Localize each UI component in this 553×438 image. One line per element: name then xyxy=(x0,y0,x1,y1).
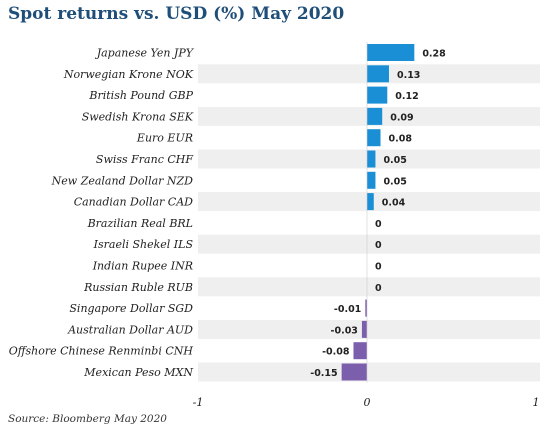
category-label: Singapore Dollar SGD xyxy=(69,302,193,315)
category-label: Offshore Chinese Renminbi CNH xyxy=(9,345,194,358)
bar xyxy=(365,299,367,317)
value-label: 0.28 xyxy=(422,49,446,60)
category-labels: Japanese Yen JPY Norwegian Krone NOK Briti… xyxy=(9,47,195,380)
category-label: Euro EUR xyxy=(136,132,193,145)
value-label: -0.01 xyxy=(334,304,361,315)
bar xyxy=(353,342,367,360)
value-label: 0 xyxy=(375,240,382,251)
category-label: Brazilian Real BRL xyxy=(87,217,193,230)
row-band xyxy=(198,277,540,297)
value-label: 0 xyxy=(375,283,382,294)
value-label: 0.05 xyxy=(383,176,406,187)
source-note: Source: Bloomberg May 2020 xyxy=(8,413,167,425)
category-label: Swedish Krona SEK xyxy=(82,110,194,123)
value-label: 0.04 xyxy=(382,198,406,209)
value-label: 0.09 xyxy=(390,112,413,123)
bar xyxy=(367,193,374,211)
category-label: Australian Dollar AUD xyxy=(67,323,193,336)
category-label: Swiss Franc CHF xyxy=(96,153,193,166)
value-label: -0.03 xyxy=(331,325,358,336)
value-label: -0.08 xyxy=(322,347,350,358)
category-label: Indian Rupee INR xyxy=(92,260,193,273)
row-band xyxy=(198,234,540,254)
bar xyxy=(367,65,389,83)
value-label: 0 xyxy=(375,262,382,273)
value-labels: 0.280.130.120.090.080.050.050.040000-0.0… xyxy=(310,49,446,380)
x-axis: -1 0 1 xyxy=(193,42,540,409)
value-label: 0.12 xyxy=(395,91,418,102)
row-band xyxy=(198,319,540,339)
x-tick-label: 0 xyxy=(364,396,371,409)
bars xyxy=(341,44,415,381)
value-label: 0.13 xyxy=(397,70,420,81)
chart-title: Spot returns vs. USD (%) May 2020 xyxy=(8,4,345,24)
row-band xyxy=(198,362,540,382)
bar xyxy=(367,150,376,168)
x-tick-label: -1 xyxy=(193,396,204,409)
value-label: 0.08 xyxy=(389,134,413,145)
value-label: -0.15 xyxy=(310,368,337,379)
category-label: Japanese Yen JPY xyxy=(95,47,195,60)
value-label: 0.05 xyxy=(383,155,406,166)
bar xyxy=(367,129,381,147)
category-label: Mexican Peso MXN xyxy=(83,366,193,379)
category-label: British Pound GBP xyxy=(88,89,193,102)
category-label: Russian Ruble RUB xyxy=(83,281,193,294)
category-label: Israeli Shekel ILS xyxy=(93,238,194,251)
bar xyxy=(367,107,383,125)
x-tick-label: 1 xyxy=(533,396,540,409)
bar xyxy=(361,320,367,338)
bar xyxy=(367,171,376,189)
value-label: 0 xyxy=(375,219,382,230)
bar xyxy=(341,363,367,381)
category-label: New Zealand Dollar NZD xyxy=(51,174,194,187)
category-label: Norwegian Krone NOK xyxy=(63,68,194,81)
bar xyxy=(367,44,415,61)
bar xyxy=(367,86,388,104)
category-label: Canadian Dollar CAD xyxy=(74,196,193,209)
